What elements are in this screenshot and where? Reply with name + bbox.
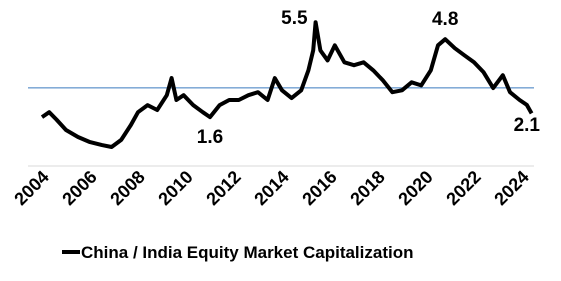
x-tick-label: 2010 xyxy=(154,167,196,209)
x-tick-label: 2006 xyxy=(58,167,100,209)
data-line xyxy=(40,20,534,149)
annotation: 2.1 xyxy=(514,115,541,136)
x-tick-label: 2024 xyxy=(490,167,532,209)
x-tick-label: 2020 xyxy=(394,167,436,209)
x-tick-label: 2022 xyxy=(442,167,484,209)
x-tick-label: 2004 xyxy=(10,167,52,209)
x-tick-label: 2016 xyxy=(298,167,340,209)
annotation: 5.5 xyxy=(281,8,308,29)
annotation: 1.6 xyxy=(197,127,223,148)
legend-label: China / India Equity Market Capitalizati… xyxy=(81,243,414,262)
x-tick-label: 2014 xyxy=(250,167,292,209)
x-tick-label: 2012 xyxy=(202,167,244,209)
x-tick-label: 2018 xyxy=(346,167,388,209)
annotation: 4.8 xyxy=(432,9,458,30)
x-tick-label: 2008 xyxy=(106,167,148,209)
